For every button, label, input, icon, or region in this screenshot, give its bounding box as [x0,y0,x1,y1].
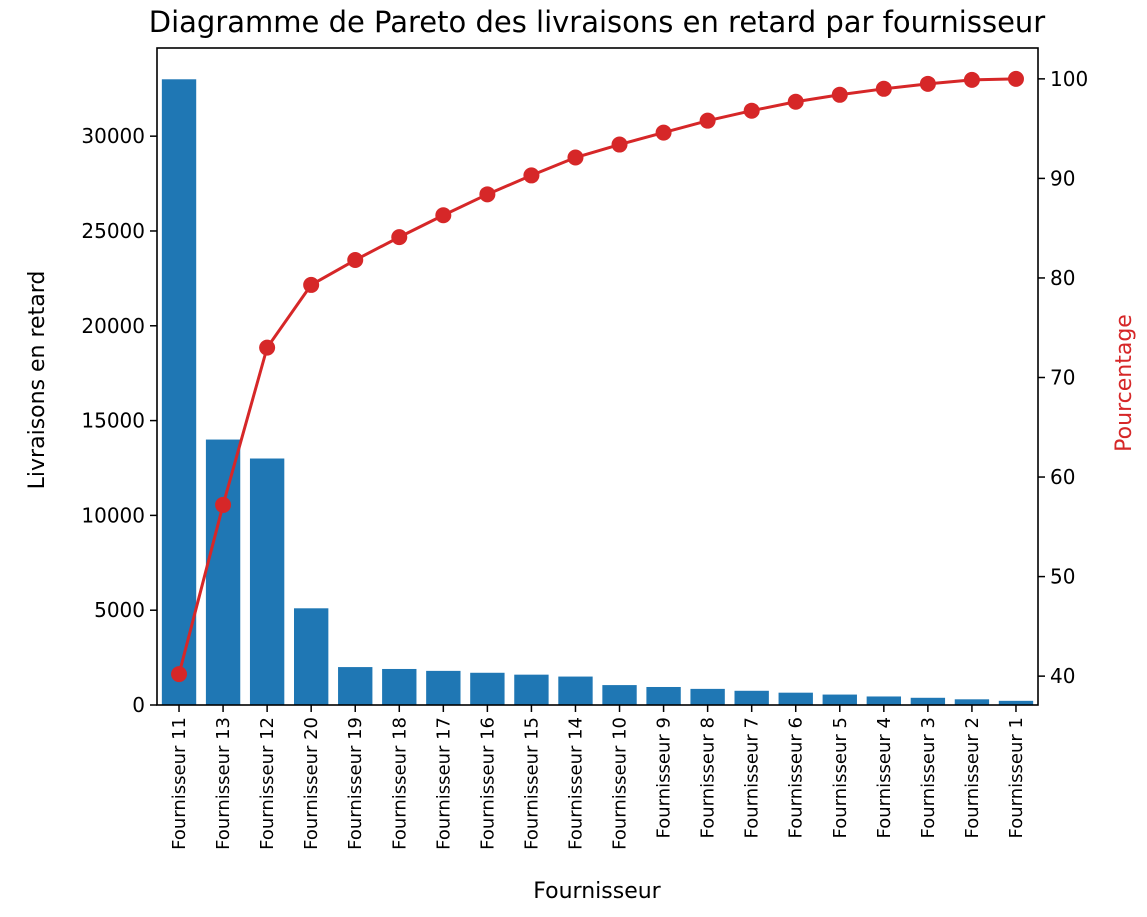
x-tick-label: Fournisseur 2 [962,717,983,838]
bar-fournisseur-15 [514,674,549,705]
plot-frame [156,47,1039,706]
cumulative-point-4 [303,276,320,293]
bar-fournisseur-9 [646,686,681,705]
y2-tick-label: 70 [1050,365,1075,389]
x-tick-label: Fournisseur 13 [213,717,234,850]
cumulative-point-2 [215,496,232,513]
y2-tick-label: 40 [1050,664,1075,688]
x-tick-label: Fournisseur 11 [169,717,190,850]
x-tick-label: Fournisseur 7 [742,717,763,838]
bar-fournisseur-8 [690,688,725,705]
y2-axis-label: Pourcentage [1112,314,1137,452]
bar-fournisseur-20 [294,608,329,705]
bar-fournisseur-12 [249,458,285,705]
x-axis-ticks: Fournisseur 11 Fournisseur 13 Fournisseur … [169,705,1027,850]
x-tick-label: Fournisseur 20 [301,717,322,850]
x-tick-label: Fournisseur 16 [477,717,498,850]
cumulative-point-15 [787,93,804,110]
x-tick-label: Fournisseur 19 [345,717,366,850]
bar-fournisseur-6 [778,692,813,705]
bar-fournisseur-10 [602,685,637,705]
bar-fournisseur-18 [382,668,417,705]
y2-tick-label: 80 [1050,266,1075,290]
cumulative-point-18 [919,75,936,92]
cumulative-point-16 [831,86,848,103]
x-tick-label: Fournisseur 12 [257,717,278,850]
cumulative-point-3 [259,339,276,356]
cumulative-point-9 [523,167,540,184]
right-axis-ticks: 40 50 60 70 80 90 100 [1038,67,1088,688]
y-tick-label: 20000 [81,314,145,338]
bar-fournisseur-16 [470,672,505,705]
cumulative-point-19 [963,71,980,88]
cumulative-point-13 [699,112,716,129]
y-tick-label: 0 [132,693,145,717]
x-tick-label: Fournisseur 15 [521,717,542,850]
bar-fournisseur-19 [338,667,373,705]
bar-fournisseur-14 [558,676,593,705]
cumulative-point-12 [655,124,672,141]
x-tick-label: Fournisseur 5 [830,717,851,838]
y-tick-label: 30000 [81,124,145,148]
y2-tick-label: 90 [1050,166,1075,190]
x-tick-label: Fournisseur 9 [654,717,675,838]
x-tick-label: Fournisseur 3 [918,717,939,838]
y-axis-label: Livraisons en retard [25,271,50,490]
cumulative-point-11 [611,136,628,153]
x-tick-label: Fournisseur 6 [786,717,807,838]
x-tick-label: Fournisseur 17 [433,717,454,850]
cumulative-point-8 [479,186,496,203]
bar-fournisseur-4 [866,696,902,705]
cumulative-point-1 [171,666,188,683]
y-tick-label: 15000 [81,409,145,433]
bar-fournisseur-13 [205,439,241,705]
x-tick-label: Fournisseur 4 [874,717,895,838]
bar-fournisseur-5 [822,694,857,705]
x-tick-label: Fournisseur 10 [610,717,631,850]
cumulative-point-17 [875,80,892,97]
bar-fournisseur-7 [734,690,769,705]
x-tick-label: Fournisseur 8 [698,717,719,838]
y2-tick-label: 60 [1050,465,1075,489]
bar-fournisseur-11 [161,79,197,706]
y2-tick-label: 100 [1050,67,1088,91]
cumulative-point-10 [567,149,584,166]
y-tick-label: 5000 [94,598,145,622]
x-tick-label: Fournisseur 14 [565,717,586,850]
x-tick-label: Fournisseur 1 [1006,717,1027,838]
x-axis-label: Fournisseur [533,879,661,904]
bar-fournisseur-2 [954,699,990,705]
cumulative-line-layer [171,70,1024,683]
y-tick-label: 10000 [81,503,145,527]
cumulative-point-6 [391,229,408,246]
bar-fournisseur-1 [998,700,1034,705]
cumulative-point-20 [1007,70,1024,87]
chart-title: Diagramme de Pareto des livraisons en re… [149,5,1046,39]
cumulative-point-5 [347,252,364,269]
cumulative-point-14 [743,102,760,119]
y2-tick-label: 50 [1050,565,1075,589]
y-tick-label: 25000 [81,219,145,243]
cumulative-point-7 [435,207,452,224]
left-axis-ticks: 0 5000 10000 15000 20000 25000 30000 [81,124,157,717]
x-tick-label: Fournisseur 18 [389,717,410,850]
bar-fournisseur-17 [426,670,461,705]
cumulative-percentage-line [177,77,1017,675]
bar-fournisseur-3 [910,697,946,705]
bars-layer [161,79,1034,706]
